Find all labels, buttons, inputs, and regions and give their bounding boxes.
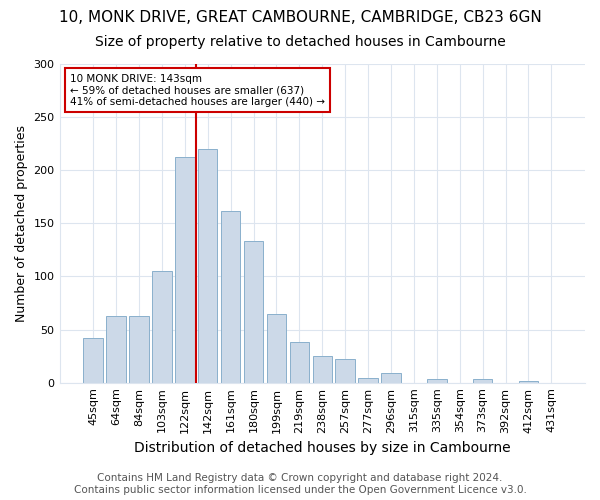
- Text: Size of property relative to detached houses in Cambourne: Size of property relative to detached ho…: [95, 35, 505, 49]
- Bar: [175, 158, 194, 382]
- Bar: [244, 242, 263, 382]
- Bar: [335, 360, 355, 382]
- Bar: [381, 373, 401, 382]
- Bar: [152, 271, 172, 382]
- Text: 10 MONK DRIVE: 143sqm
← 59% of detached houses are smaller (637)
41% of semi-det: 10 MONK DRIVE: 143sqm ← 59% of detached …: [70, 74, 325, 107]
- Text: 10, MONK DRIVE, GREAT CAMBOURNE, CAMBRIDGE, CB23 6GN: 10, MONK DRIVE, GREAT CAMBOURNE, CAMBRID…: [59, 10, 541, 25]
- Bar: [198, 149, 217, 382]
- Bar: [473, 380, 493, 382]
- Bar: [221, 210, 241, 382]
- Bar: [290, 342, 309, 382]
- Bar: [83, 338, 103, 382]
- Bar: [519, 380, 538, 382]
- Bar: [427, 380, 446, 382]
- Bar: [129, 316, 149, 382]
- Bar: [313, 356, 332, 382]
- Bar: [106, 316, 126, 382]
- Bar: [267, 314, 286, 382]
- Y-axis label: Number of detached properties: Number of detached properties: [15, 125, 28, 322]
- X-axis label: Distribution of detached houses by size in Cambourne: Distribution of detached houses by size …: [134, 441, 511, 455]
- Text: Contains HM Land Registry data © Crown copyright and database right 2024.
Contai: Contains HM Land Registry data © Crown c…: [74, 474, 526, 495]
- Bar: [358, 378, 378, 382]
